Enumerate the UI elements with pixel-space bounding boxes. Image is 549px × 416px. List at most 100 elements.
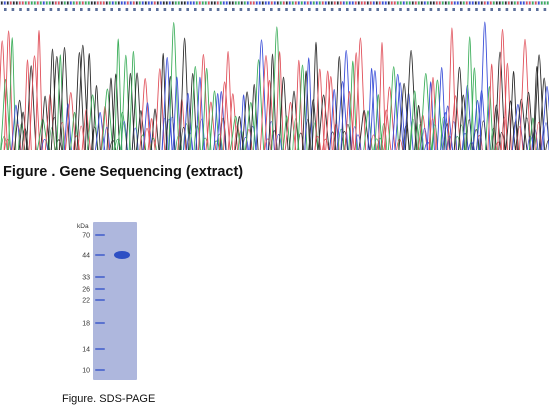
trace-peak	[56, 54, 65, 151]
amino-acid-mark	[163, 8, 167, 11]
amino-acid-mark	[368, 8, 372, 11]
base-call-mark	[394, 1, 396, 5]
amino-acid-mark	[467, 8, 471, 11]
amino-acid-mark	[513, 8, 516, 11]
base-call-mark	[253, 1, 255, 5]
base-call-mark	[313, 1, 315, 5]
base-call-mark	[70, 1, 72, 5]
base-call-mark	[538, 1, 540, 5]
ladder-label: 18	[82, 320, 90, 327]
base-call-mark	[292, 1, 294, 5]
base-call-mark	[157, 1, 159, 5]
amino-acid-mark	[95, 8, 98, 11]
trace-peak	[111, 73, 121, 151]
amino-acid-mark	[42, 8, 45, 11]
trace-peak	[172, 76, 182, 151]
base-call-mark	[160, 1, 162, 5]
amino-acid-mark	[376, 8, 379, 11]
base-call-mark	[244, 1, 246, 5]
base-call-mark	[427, 1, 429, 5]
base-call-mark	[490, 1, 492, 5]
trace-peak	[263, 79, 276, 151]
trace-peak	[505, 100, 516, 151]
trace-peak	[479, 21, 491, 151]
trace-peak	[101, 88, 114, 151]
ladder-label: 33	[82, 274, 90, 281]
base-call-mark	[493, 1, 495, 5]
amino-acid-mark	[102, 8, 106, 11]
base-call-mark	[40, 1, 42, 5]
amino-acid-mark	[232, 8, 235, 11]
base-call-mark	[466, 1, 468, 5]
amino-acid-mark	[353, 8, 357, 11]
trace-peak	[387, 66, 400, 151]
base-call-mark	[223, 1, 225, 5]
base-call-mark	[433, 1, 435, 5]
trace-peak	[288, 90, 300, 151]
amino-acid-mark	[384, 8, 387, 11]
amino-acid-mark	[216, 8, 220, 11]
trace-peak	[128, 50, 139, 151]
base-call-mark	[472, 1, 474, 5]
amino-acid-mark	[330, 8, 334, 11]
amino-acid-mark	[346, 8, 349, 11]
trace-minor-peak	[219, 117, 227, 151]
amino-acid-mark	[406, 8, 410, 11]
base-call-mark	[358, 1, 360, 5]
base-call-mark	[400, 1, 402, 5]
trace-peak	[469, 67, 479, 151]
base-call-mark	[58, 1, 60, 5]
amino-acid-mark	[444, 8, 448, 11]
base-call-mark	[364, 1, 366, 5]
trace-peak	[255, 39, 268, 151]
amino-acid-mark	[422, 8, 425, 11]
base-call-mark	[250, 1, 252, 5]
base-call-mark	[277, 1, 279, 5]
amino-acid-mark	[80, 8, 83, 11]
base-call-mark	[448, 1, 450, 5]
base-call-mark	[283, 1, 285, 5]
ladder-band	[95, 276, 105, 278]
base-call-mark	[334, 1, 336, 5]
amino-acid-mark	[361, 8, 364, 11]
base-call-mark	[367, 1, 369, 5]
trace-peak	[325, 76, 337, 151]
trace-peak	[139, 78, 151, 151]
trace-peak	[50, 55, 63, 151]
base-call-mark	[235, 1, 237, 5]
trace-minor-peak	[498, 131, 506, 151]
base-call-mark	[532, 1, 534, 5]
trace-minor-peak	[341, 131, 348, 151]
base-call-mark	[145, 1, 147, 5]
amino-acid-mark	[209, 8, 212, 11]
amino-acid-mark	[323, 8, 326, 11]
amino-acid-mark	[118, 8, 121, 11]
base-call-mark	[310, 1, 312, 5]
trace-minor-peak	[468, 141, 475, 151]
trace-peak	[515, 98, 528, 151]
trace-minor-peak	[376, 137, 384, 151]
base-call-mark	[298, 1, 300, 5]
amino-acid-mark	[201, 8, 205, 11]
ladder-band	[95, 254, 105, 256]
trace-peak	[394, 82, 406, 151]
base-call-mark	[115, 1, 117, 5]
trace-peak	[369, 70, 381, 151]
trace-peak	[183, 92, 193, 151]
trace-minor-peak	[461, 133, 469, 151]
base-call-mark	[178, 1, 180, 5]
base-call-mark	[307, 1, 309, 5]
amino-acid-mark	[148, 8, 151, 11]
amino-acid-mark	[338, 8, 341, 11]
base-call-mark	[430, 1, 432, 5]
amino-acid-mark	[239, 8, 243, 11]
base-call-mark	[64, 1, 66, 5]
trace-peak	[374, 94, 383, 151]
base-call-mark	[481, 1, 483, 5]
ladder-label: 10	[82, 367, 90, 374]
amino-acid-mark	[490, 8, 493, 11]
trace-peak	[453, 66, 466, 151]
trace-minor-peak	[0, 136, 8, 151]
trace-peak	[189, 65, 201, 151]
trace-minor-peak	[4, 138, 11, 151]
